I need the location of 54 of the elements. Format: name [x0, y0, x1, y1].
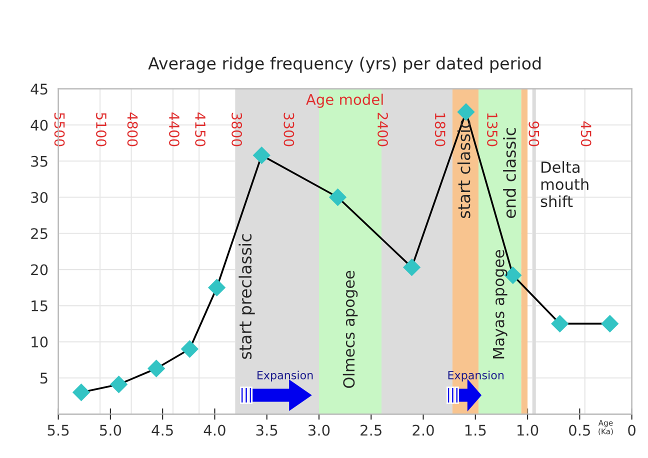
- annotation: Expansion: [448, 370, 504, 382]
- x-tick-label: 3.0: [308, 424, 330, 436]
- x-tick-label: 1.5: [465, 424, 486, 436]
- x2-axis-title: Age model: [306, 94, 383, 108]
- point: [329, 188, 346, 206]
- point: [148, 360, 165, 378]
- x2-tick-label: 4800: [127, 112, 138, 146]
- x-tick-label: 2.0: [412, 424, 434, 436]
- x2-tick-label: 1350: [487, 113, 498, 146]
- point: [253, 146, 270, 164]
- y-tick-label: 20: [31, 264, 48, 276]
- y-tick-label: 40: [30, 120, 48, 131]
- point: [457, 103, 475, 121]
- x2-tick-label: 4400: [168, 112, 180, 146]
- band-label: start classic: [457, 120, 470, 218]
- y-tick-label: 10: [32, 336, 48, 348]
- x-tick-label: 3.5: [256, 424, 278, 436]
- y-tick-label: 35: [31, 156, 48, 167]
- band-label: Olmecs apogee: [342, 270, 358, 388]
- x-tick-label: 5.0: [100, 424, 122, 436]
- y-tick-label: 45: [30, 84, 48, 95]
- x-tick-label: 2.5: [360, 424, 382, 436]
- x2-tick-label: 5100: [96, 112, 107, 146]
- point: [601, 315, 618, 332]
- y-tick-label: 25: [31, 228, 48, 240]
- x2-tick-label: 1850: [434, 113, 446, 146]
- point: [181, 340, 198, 358]
- x2-tick-label: 950: [528, 122, 540, 146]
- point: [208, 279, 226, 296]
- band-label: end classic: [503, 128, 516, 218]
- x2-tick-label: 450: [580, 121, 592, 146]
- x2-tick-label: 4150: [195, 112, 206, 146]
- y-tick-label: 15: [32, 300, 48, 312]
- chart-title: Average ridge frequency (yrs) per dated period: [148, 56, 541, 73]
- point: [72, 384, 90, 401]
- x-tick-label: 4.5: [152, 424, 173, 436]
- x2-tick-label: 3300: [284, 112, 294, 146]
- point: [551, 315, 568, 332]
- band-label: Mayas apogee: [492, 250, 508, 358]
- x-tick-label: 4.0: [204, 424, 226, 436]
- band-label: start preclassic: [238, 234, 255, 359]
- y-tick-label: 5: [40, 372, 48, 384]
- point: [403, 258, 420, 276]
- x-tick-label: 0.5: [569, 424, 590, 436]
- point: [110, 376, 128, 393]
- x-tick-label: 1.0: [518, 424, 538, 436]
- x-tick-label: 5.5: [48, 424, 69, 436]
- annotation: Expansion: [258, 370, 313, 382]
- band-label: Delta mouth shift: [540, 161, 588, 208]
- x2-tick-label: 2400: [378, 112, 388, 146]
- x2-tick-label: 5500: [54, 112, 65, 146]
- x2-tick-label: 3800: [232, 112, 242, 146]
- x-tick-label: 0: [628, 424, 636, 436]
- y-tick-label: 30: [31, 192, 48, 203]
